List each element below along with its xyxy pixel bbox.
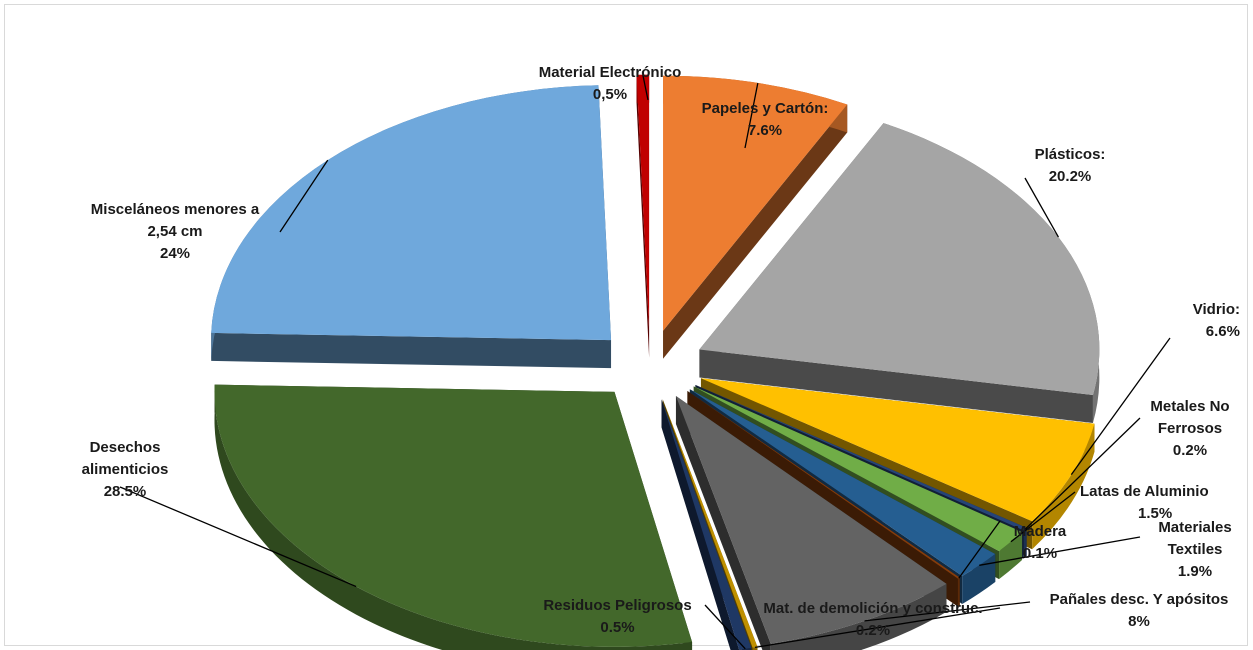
label-demolicion: Mat. de demolición y construc. 0.2% — [763, 600, 983, 639]
leader-latas-de-aluminio — [1010, 491, 1076, 543]
leader-residuos-peligrosos — [704, 604, 746, 650]
slice-top-plasticos — [699, 123, 1100, 395]
label-desechos-alimenticios: Desechos alimenticios 28.5% — [81, 439, 169, 500]
leader-papeles-y-carton — [744, 82, 759, 149]
label-latas-aluminio: Latas de Aluminio 1.5% — [1080, 483, 1209, 522]
label-metales-no-ferrosos: Metales No Ferrosos 0.2% — [1150, 398, 1230, 459]
slice-panales-desc-y-apositos — [675, 396, 947, 650]
leader-material-electronico — [642, 74, 649, 101]
slice-top-material-electronico — [636, 74, 650, 330]
label-panales: Pañales desc. Y apósitos 8% — [1049, 591, 1229, 630]
slice-top-desechos-alimenticios — [214, 384, 693, 647]
slice-top-papeles-y-carton — [663, 75, 848, 331]
leader-mat-de-demolicion-y-construc — [754, 607, 1001, 649]
label-materiales-textiles: Materiales Textiles 1.9% — [1158, 519, 1232, 580]
leader-desechos-alimenticios — [119, 486, 357, 588]
slice-top-residuos-peligrosos — [661, 399, 752, 650]
leader-miscelaneos-menores-a-2-54-cm — [279, 159, 329, 233]
slice-top-metales-no-ferrosos — [695, 384, 1027, 531]
slice-material-electronico — [636, 74, 650, 358]
slice-top-mat-de-demolicion-y-construc — [662, 399, 758, 648]
label-miscelaneos: Misceláneos menores a 2,54 cm 24% — [90, 201, 260, 262]
leader-vidrio — [1070, 337, 1171, 475]
slice-vidrio — [700, 378, 1095, 550]
slice-top-madera — [687, 390, 960, 579]
leader-madera — [958, 520, 1001, 579]
label-papeles-carton: Papeles y Cartón: 7.6% — [701, 100, 829, 139]
slice-papeles-y-carton — [663, 75, 848, 359]
slice-top-materiales-textiles — [689, 389, 996, 577]
leader-metales-no-ferrosos — [1024, 417, 1141, 530]
slice-miscelaneos-menores-a-2-54-cm — [211, 85, 612, 369]
slice-top-vidrio — [700, 378, 1095, 522]
label-residuos-peligrosos: Residuos Peligrosos 0.5% — [543, 597, 692, 636]
slice-top-miscelaneos-menores-a-2-54-cm — [211, 85, 612, 341]
leader-materiales-textiles — [979, 536, 1141, 566]
leader-panales-desc-y-apositos — [864, 601, 1031, 622]
leader-plasticos — [1024, 177, 1059, 238]
label-plasticos: Plásticos: 20.2% — [1034, 146, 1106, 185]
slice-residuos-peligrosos — [661, 399, 752, 650]
slice-top-panales-desc-y-apositos — [675, 396, 947, 644]
label-vidrio: Vidrio: 6.6% — [1192, 301, 1240, 340]
slice-desechos-alimenticios — [214, 384, 693, 650]
label-madera: Madera 0.1% — [1013, 523, 1067, 562]
slice-top-latas-de-aluminio — [693, 386, 1023, 552]
slice-plasticos — [699, 123, 1100, 423]
label-material-electronico: Material Electrónico 0,5% — [538, 64, 682, 103]
